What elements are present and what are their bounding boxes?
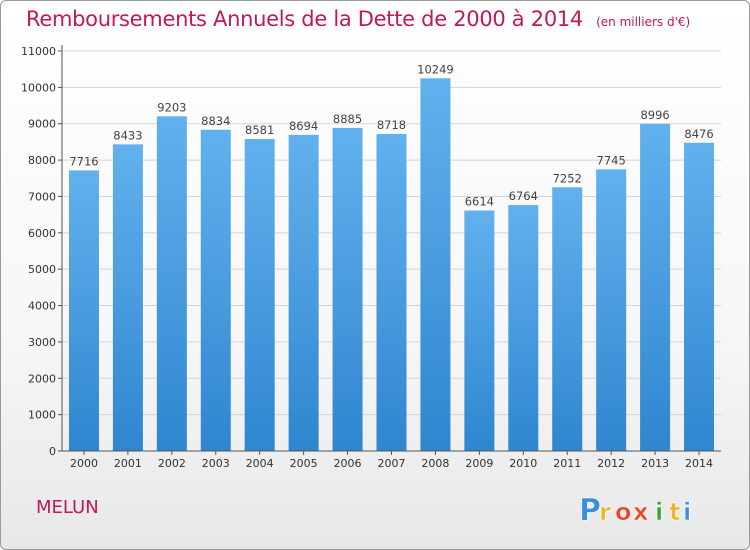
value-label-2007: 8718: [377, 118, 406, 132]
x-tick-label-2006: 2006: [334, 457, 362, 470]
y-tick-label: 8000: [28, 154, 56, 167]
logo-letter: x: [633, 498, 649, 526]
y-tick-label: 1000: [28, 409, 56, 422]
bars: [68, 78, 715, 452]
x-tick-label-2003: 2003: [202, 457, 230, 470]
bar-2001: [112, 144, 143, 451]
logo-letter: o: [615, 498, 632, 526]
y-tick-label: 10000: [21, 81, 56, 94]
value-label-2002: 9203: [157, 100, 186, 114]
chart-unit: (en milliers d'€): [596, 15, 691, 29]
y-tick-label: 6000: [28, 227, 56, 240]
bar-2010: [508, 205, 539, 451]
bar-2014: [684, 142, 715, 452]
value-label-2012: 7745: [597, 153, 626, 167]
bar-2005: [288, 134, 319, 451]
y-tick-label: 11000: [21, 45, 56, 58]
x-tick-label-2007: 2007: [378, 457, 406, 470]
logo-letter: P: [579, 493, 601, 528]
value-label-2014: 8476: [684, 127, 713, 141]
bar-2012: [596, 169, 627, 451]
bar-2004: [244, 138, 275, 452]
x-tick-label-2013: 2013: [641, 457, 669, 470]
value-label-2009: 6614: [465, 194, 494, 208]
x-tick-label-2014: 2014: [685, 457, 713, 470]
y-tick-label: 9000: [28, 118, 56, 131]
y-tick-label: 0: [49, 445, 56, 458]
bar-2002: [156, 116, 187, 451]
x-tick-label-2004: 2004: [246, 457, 274, 470]
bar-2000: [68, 170, 99, 451]
x-tick-label-2012: 2012: [597, 457, 625, 470]
x-tick-label-2005: 2005: [290, 457, 318, 470]
x-tick-label-2001: 2001: [114, 457, 142, 470]
x-tick-label-2011: 2011: [553, 457, 581, 470]
chart-title: Remboursements Annuels de la Dette de 20…: [26, 7, 583, 31]
value-label-2006: 8885: [333, 112, 362, 126]
value-label-2004: 8581: [245, 123, 274, 137]
logo-letter: r: [599, 498, 611, 526]
value-label-2003: 8834: [201, 114, 230, 128]
bar-2006: [332, 127, 363, 451]
y-tick-label: 7000: [28, 190, 56, 203]
value-label-2001: 8433: [113, 128, 142, 142]
x-tick-label-2002: 2002: [158, 457, 186, 470]
value-label-2008: 10249: [417, 62, 454, 76]
y-tick-label: 2000: [28, 372, 56, 385]
axes: 0 1000 2000 3000 4000 5000 6000 7000 8000 9000 100…: [21, 45, 721, 458]
logo-letter: i: [655, 498, 663, 526]
x-tick-label-2009: 2009: [465, 457, 493, 470]
value-label-2005: 8694: [289, 119, 318, 133]
bar-2013: [640, 123, 671, 451]
bar-2008: [420, 78, 451, 452]
logo-letter: t: [669, 498, 680, 526]
y-tick-label: 4000: [28, 300, 56, 313]
value-label-2010: 6764: [509, 189, 538, 203]
x-tick-label-2008: 2008: [421, 457, 449, 470]
city-name: MELUN: [36, 497, 99, 518]
value-label-2011: 7252: [553, 171, 582, 185]
bar-2011: [552, 187, 583, 452]
bar-2003: [200, 129, 231, 451]
bar-2009: [464, 210, 495, 451]
chart-header: Remboursements Annuels de la Dette de 20…: [26, 7, 690, 31]
value-label-2000: 7716: [69, 154, 98, 168]
x-tick-label-2000: 2000: [70, 457, 98, 470]
logo-letter: i: [683, 498, 691, 526]
proxiti-logo: Pr o x i t i: [579, 493, 692, 529]
labels: 7716 2000 8433 2001 9203 2002 8834 2003 8581 2004…: [69, 62, 713, 470]
value-label-2013: 8996: [640, 108, 669, 122]
y-tick-label: 5000: [28, 263, 56, 276]
y-tick-label: 3000: [28, 336, 56, 349]
x-tick-label-2010: 2010: [509, 457, 537, 470]
bar-2007: [376, 133, 407, 451]
